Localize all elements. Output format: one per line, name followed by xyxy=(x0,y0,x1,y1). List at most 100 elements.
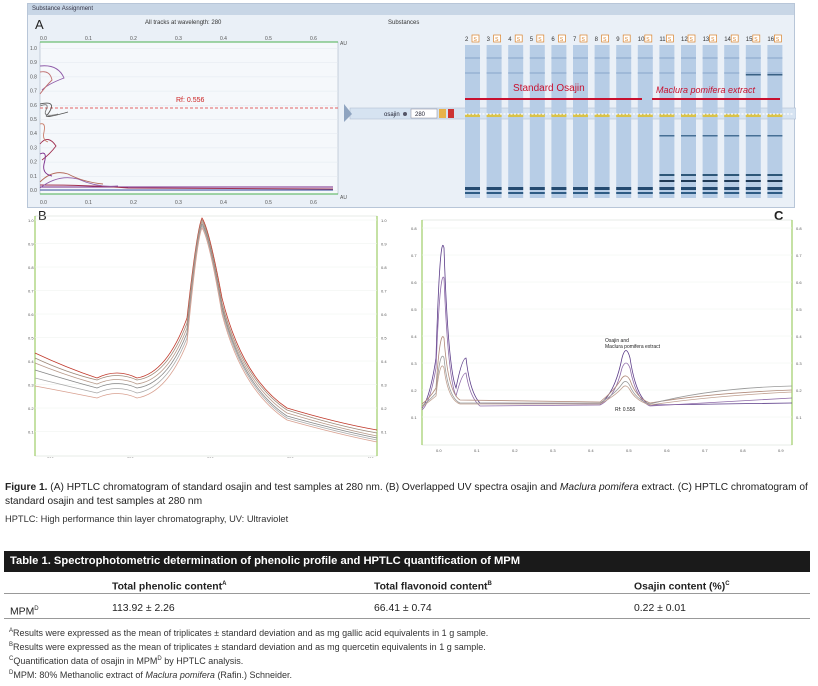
track-badge[interactable] xyxy=(493,34,501,43)
x-tick-label: 0.4 xyxy=(220,36,227,42)
x-tick-label: 0.2 xyxy=(130,200,137,206)
track-strip[interactable] xyxy=(659,45,675,198)
track-strip[interactable] xyxy=(681,45,696,198)
track-band xyxy=(551,114,567,117)
y-tick-label: 0.3 xyxy=(30,145,37,151)
track-strip[interactable] xyxy=(702,45,718,198)
track-band xyxy=(724,192,740,194)
track-number: 12 xyxy=(681,37,688,43)
annotation-line1: Osajin and xyxy=(605,338,629,344)
y-tick-label: 0.5 xyxy=(28,336,34,341)
track-strip[interactable] xyxy=(745,45,761,198)
x-tick-label: 0.6 xyxy=(664,448,670,453)
x-tick-label: 0.6 xyxy=(310,36,317,42)
track-badge[interactable] xyxy=(558,34,566,43)
x-tick-label: 0.3 xyxy=(175,36,182,42)
panel-label-c: C xyxy=(774,208,784,223)
track-band xyxy=(616,72,632,74)
track-badge[interactable] xyxy=(730,34,739,43)
expand-arrow-icon[interactable] xyxy=(344,104,352,122)
track-badge[interactable] xyxy=(666,34,674,43)
rf-value-label: Rf: 0.556 xyxy=(176,97,205,104)
track-band xyxy=(465,192,480,194)
track-strip[interactable] xyxy=(637,45,653,198)
track-band xyxy=(724,57,740,59)
track-band xyxy=(551,187,567,190)
y-tick-label: 0.1 xyxy=(28,430,34,435)
track-band xyxy=(745,114,761,117)
track-band xyxy=(508,114,524,117)
header-osajin: Osajin content (%)C xyxy=(634,581,730,593)
footnote-b: BResults were expressed as the mean of t… xyxy=(9,642,486,652)
track-badge[interactable] xyxy=(709,34,717,43)
y-tick-label-right: 0.2 xyxy=(381,406,387,411)
track-band xyxy=(573,57,588,59)
track-badge[interactable] xyxy=(774,34,782,43)
annotation-line2: Maclura pomifera extract xyxy=(605,344,661,350)
uv-spectra-panel: B 1.0 1.0 0.9 0.9 0.8 0.8 0.7 0.7 0.6 0.6 0.5 0.5 0.… xyxy=(27,208,397,461)
track-badge[interactable] xyxy=(601,34,609,43)
track-band xyxy=(508,57,524,59)
track-badge[interactable] xyxy=(536,34,545,43)
track-band xyxy=(659,72,675,74)
track-band xyxy=(767,180,783,182)
track-strip[interactable] xyxy=(508,45,524,198)
track-strip[interactable] xyxy=(529,45,545,198)
track-number: 2 xyxy=(465,37,469,43)
track-number: 3 xyxy=(487,37,491,43)
track-badge[interactable] xyxy=(644,34,653,43)
track-band xyxy=(767,57,783,59)
track-number: 16 xyxy=(767,37,774,43)
track-strip[interactable] xyxy=(724,45,740,198)
track-band xyxy=(551,72,567,74)
track-band xyxy=(551,192,567,194)
track-band xyxy=(529,57,545,59)
track-strip[interactable] xyxy=(551,45,567,198)
track-number: 8 xyxy=(595,37,599,43)
track-badge[interactable] xyxy=(687,34,696,43)
track-band xyxy=(637,192,653,194)
track-badge-label: S xyxy=(668,37,672,43)
track-number: 7 xyxy=(573,37,577,43)
x-tick-label: 0.1 xyxy=(474,448,480,453)
x-tick-label: 0.3 xyxy=(550,448,556,453)
track-strip[interactable] xyxy=(486,45,502,198)
y-tick-label: 0.4 xyxy=(28,359,34,364)
track-badge[interactable] xyxy=(622,34,631,43)
x-tick-label: 0.9 xyxy=(778,448,784,453)
track-band xyxy=(767,74,783,76)
track-badge[interactable] xyxy=(471,34,480,43)
track-strip[interactable] xyxy=(616,45,632,198)
y-tick-label: 0.9 xyxy=(30,60,37,66)
x-tick-label: 0.5 xyxy=(265,200,272,206)
track-band xyxy=(508,72,524,74)
track-badge-label: S xyxy=(582,37,586,43)
track-band xyxy=(745,174,761,176)
track-strip[interactable] xyxy=(594,45,610,198)
track-strip[interactable] xyxy=(767,45,783,198)
y-tick-label: 0.6 xyxy=(411,280,417,285)
track-number: 13 xyxy=(703,37,710,43)
y-tick-label: 0.2 xyxy=(28,406,34,411)
substance-settings-icon[interactable] xyxy=(403,112,407,116)
track-badge[interactable] xyxy=(752,34,761,43)
wavelength-select[interactable] xyxy=(410,108,438,119)
track-band xyxy=(465,72,480,74)
track-strip[interactable] xyxy=(573,45,588,198)
track-strip[interactable] xyxy=(465,45,480,198)
y-tick-label: 0.7 xyxy=(30,89,37,95)
figure-caption: Figure 1. (A) HPTLC chromatogram of stan… xyxy=(5,481,813,509)
cell-phenolic: 113.92 ± 2.26 xyxy=(112,603,175,614)
track-badge[interactable] xyxy=(514,34,523,43)
track-badge[interactable] xyxy=(579,34,588,43)
substance-color-swatch[interactable] xyxy=(439,109,446,118)
substance-flag-icon[interactable] xyxy=(448,109,454,118)
y-tick-label-right: 0.6 xyxy=(796,280,802,285)
track-badge-label: S xyxy=(690,37,694,43)
table-row: MPMD 113.92 ± 2.26 66.41 ± 0.74 0.22 ± 0… xyxy=(4,599,810,619)
x-tick-label: 0.1 xyxy=(85,36,92,42)
panel-a-graphics: A All tracks at wavelength: 280 Substanc… xyxy=(30,17,796,206)
y-tick-label: 0.8 xyxy=(30,74,37,80)
caption-text-1: (A) HPTLC chromatogram of standard osaji… xyxy=(47,482,560,493)
footnote-d: DMPM: 80% Methanolic extract of Maclura … xyxy=(9,670,292,680)
